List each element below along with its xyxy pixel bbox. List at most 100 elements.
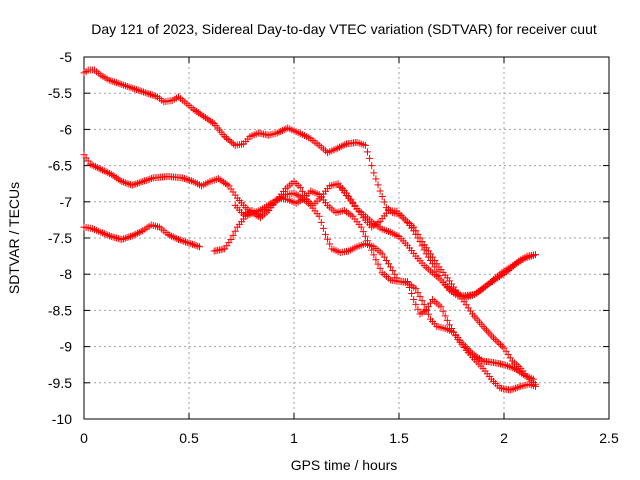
data-point (100, 230, 108, 238)
x-tick-labels: 0 0.5 1 1.5 2 2.5 (80, 430, 619, 446)
data-point (317, 218, 325, 226)
data-point (105, 76, 113, 84)
data-point (414, 305, 422, 313)
data-point (178, 237, 186, 245)
series-track-5 (231, 189, 537, 383)
data-point (125, 180, 133, 188)
data-point (414, 289, 422, 297)
data-point (497, 341, 504, 349)
data-points (80, 66, 539, 394)
x-tick-label: 2 (500, 430, 508, 446)
data-point (477, 356, 485, 364)
data-point (315, 212, 323, 220)
data-point (102, 168, 110, 176)
data-point (506, 386, 514, 394)
data-point (114, 79, 122, 87)
data-point (278, 126, 286, 134)
data-point (196, 243, 203, 251)
data-point (391, 270, 399, 278)
data-point (109, 77, 117, 85)
data-point (508, 385, 516, 393)
x-axis-label: GPS time / hours (291, 457, 398, 473)
data-point (378, 192, 386, 200)
data-point (370, 251, 378, 259)
y-tick-label: -5.5 (48, 85, 72, 101)
data-point (486, 330, 494, 338)
data-point (488, 332, 496, 340)
data-point (92, 163, 100, 171)
data-point (121, 179, 129, 187)
data-point (190, 241, 198, 249)
y-tick-label: -6 (60, 121, 73, 137)
data-point (380, 198, 388, 206)
data-point (125, 83, 133, 91)
data-point (229, 231, 237, 239)
data-point (376, 264, 384, 272)
data-point (150, 92, 158, 100)
data-point (408, 290, 416, 298)
data-point (424, 310, 432, 318)
data-point (102, 230, 110, 238)
data-point (208, 118, 216, 126)
data-point (140, 88, 147, 96)
data-point (231, 227, 239, 235)
data-point (118, 81, 126, 89)
data-point (481, 324, 489, 332)
data-point (374, 260, 382, 268)
data-point (275, 128, 283, 136)
data-point (192, 241, 200, 249)
data-point (410, 296, 418, 304)
data-point (273, 129, 281, 137)
data-point (322, 230, 329, 238)
data-point (228, 138, 236, 146)
data-point (414, 230, 422, 238)
data-point (168, 232, 175, 240)
data-point (128, 232, 136, 240)
data-point (357, 223, 365, 231)
data-point (125, 233, 133, 241)
data-point (500, 361, 508, 369)
data-point (427, 299, 434, 307)
data-point (164, 230, 172, 238)
data-point (182, 238, 189, 246)
data-point (148, 175, 156, 183)
data-point (182, 175, 190, 183)
data-point (529, 375, 537, 383)
data-point (515, 383, 523, 391)
data-point (138, 87, 146, 95)
y-tick-label: -9 (60, 339, 73, 355)
data-point (134, 179, 142, 187)
data-point (147, 90, 154, 98)
data-point (227, 235, 235, 243)
axis-ticks (83, 56, 610, 420)
data-point (467, 348, 475, 356)
y-tick-label: -9.5 (48, 375, 72, 391)
data-point (187, 240, 195, 248)
data-point (141, 177, 149, 185)
data-point (277, 127, 285, 135)
data-point (139, 178, 147, 186)
data-point (372, 175, 380, 183)
data-point (460, 341, 468, 349)
data-point (374, 181, 382, 189)
data-point (135, 179, 143, 187)
data-point (116, 80, 124, 88)
data-point (99, 166, 107, 174)
data-point (368, 162, 376, 170)
data-point (194, 242, 202, 250)
data-point (118, 235, 126, 243)
data-point (142, 176, 150, 184)
data-point (507, 363, 515, 371)
data-point (134, 229, 142, 237)
data-point (229, 140, 237, 148)
data-point (458, 339, 466, 347)
data-point (118, 178, 126, 186)
data-point (185, 239, 193, 247)
data-point (376, 187, 384, 195)
data-point (120, 178, 128, 186)
data-point (412, 300, 420, 308)
data-point (134, 86, 142, 94)
data-point (141, 89, 149, 97)
data-point (136, 87, 144, 95)
data-point (88, 161, 96, 169)
